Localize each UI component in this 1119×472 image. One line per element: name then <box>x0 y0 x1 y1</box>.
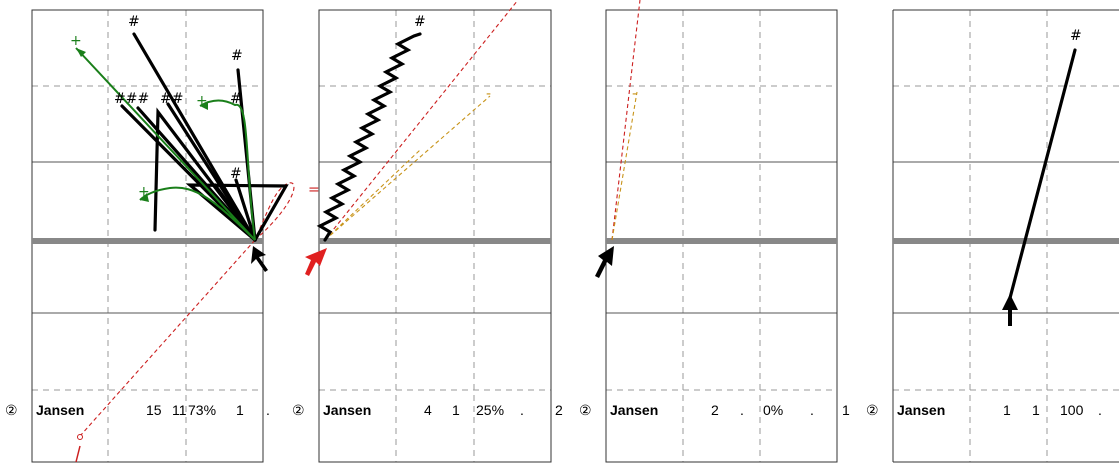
panel-1-shots <box>120 32 289 242</box>
stat-extra-1: . <box>520 402 524 418</box>
panel-1-shooter-arrow <box>251 246 268 272</box>
foul-mark: = <box>308 182 320 198</box>
player-name: Jansen <box>610 402 658 418</box>
shot-mark: # <box>231 48 243 64</box>
panel-2-stats-row: ② Jansen 4 1 25% . 2 <box>292 402 563 418</box>
shot-mark: # <box>230 166 242 182</box>
panel-2-dribble-shot <box>316 32 422 242</box>
panel-1-stats-row: ② Jansen 15 11 73% 1 . <box>5 402 270 418</box>
panel-2-shooter-arrow <box>305 248 327 276</box>
panel-2-grid <box>318 9 552 463</box>
panel-2: # - - ② Jansen 4 1 25% . 2 <box>292 0 637 463</box>
player-badge: ② <box>292 402 305 418</box>
panel-3-shooter-arrow <box>595 246 614 278</box>
shot-mark: # <box>230 91 242 107</box>
pass-mark: + <box>196 93 208 109</box>
stat-attempts: 15 <box>146 402 162 418</box>
player-badge: ② <box>579 402 592 418</box>
stat-attempts: 4 <box>424 402 432 418</box>
stat-extra-1: 1 <box>236 402 244 418</box>
stat-percentage: 73% <box>188 402 216 418</box>
panel-2-misses <box>324 0 519 241</box>
panel-4-stats-row: ② Jansen 1 1 100 . <box>866 402 1102 418</box>
miss-mark: - <box>486 86 491 102</box>
stat-extra-1: . <box>810 402 814 418</box>
panel-2-marks: # - - <box>414 14 637 102</box>
stat-made: 1 <box>452 402 460 418</box>
pass-mark: + <box>138 184 150 200</box>
panel-3-stats-row: ② Jansen 2 . 0% . 1 <box>579 402 850 418</box>
stat-extra-2: . <box>266 402 270 418</box>
panel-3-grid <box>605 9 838 463</box>
stat-made: . <box>740 402 744 418</box>
stat-made: 11 <box>172 402 187 418</box>
panel-1-grid <box>31 9 264 463</box>
player-name: Jansen <box>323 402 371 418</box>
shot-mark: ## <box>160 91 183 107</box>
stat-extra-2: 1 <box>842 402 850 418</box>
shot-mark: # <box>414 14 426 30</box>
panel-4-marks: # <box>1070 28 1082 44</box>
panel-1-misses <box>75 182 295 463</box>
pass-mark: + <box>70 33 82 49</box>
stat-percentage: 25% <box>476 402 504 418</box>
panel-4-grid <box>892 9 1119 463</box>
stat-attempts: 2 <box>711 402 719 418</box>
stat-percentage: 100 <box>1060 402 1084 418</box>
panel-1-marks: # # ### ## # # + + + = <box>70 14 320 200</box>
panel-4-shot <box>1008 48 1077 300</box>
stat-made: 1 <box>1032 402 1040 418</box>
stat-percentage: 0% <box>763 402 783 418</box>
shot-mark: # <box>1070 28 1082 44</box>
miss-mark: - <box>632 86 637 102</box>
panel-4-shooter-arrow <box>1002 294 1018 326</box>
panel-1-passes <box>75 47 256 241</box>
panel-1: # # ### ## # # + + + = ② Jansen 15 11 73… <box>5 9 320 463</box>
shot-mark: ### <box>114 91 149 107</box>
player-badge: ② <box>5 402 18 418</box>
panel-3: ② Jansen 2 . 0% . 1 <box>579 0 850 463</box>
stat-extra-2: 2 <box>555 402 563 418</box>
panel-4: # ② Jansen 1 1 100 . <box>866 9 1119 463</box>
player-badge: ② <box>866 402 879 418</box>
stat-attempts: 1 <box>1003 402 1011 418</box>
stat-extra-1: . <box>1098 402 1102 418</box>
panel-3-misses <box>611 0 641 241</box>
player-name: Jansen <box>897 402 945 418</box>
player-name: Jansen <box>36 402 84 418</box>
shot-mark: # <box>128 14 140 30</box>
